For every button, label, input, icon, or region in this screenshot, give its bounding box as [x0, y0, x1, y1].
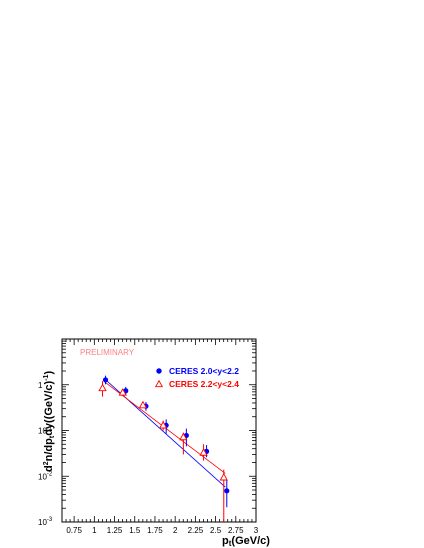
- y-tick-label: 1: [38, 381, 43, 390]
- x-tick-label: 0.75: [66, 526, 82, 535]
- y-tick-label: 10-1: [38, 426, 53, 436]
- data-point: [102, 377, 109, 383]
- data-point: [158, 420, 168, 429]
- legend-marker: [156, 368, 162, 374]
- data-point: [138, 400, 148, 409]
- x-tick-label: 1.75: [147, 526, 163, 535]
- data-point: [199, 448, 208, 456]
- data-point: [179, 432, 188, 441]
- data-point: [98, 383, 107, 392]
- x-tick-label: 1.5: [129, 526, 141, 535]
- axis-ticks: 0.75 1 1.25 1.5 1.75 2 2.25 2.5 2.75 3 10-3 10-2 10-…: [38, 339, 259, 535]
- y-axis-title: d2n/dptdy((GeV/c)-1): [43, 371, 56, 472]
- preliminary-annotation: PRELIMINARY: [80, 348, 135, 357]
- x-tick-label: 3: [254, 526, 259, 535]
- legend-label: CERES 2.2<y<2.4: [169, 379, 239, 389]
- x-axis-title: pt(GeV/c): [222, 535, 270, 548]
- legend-label: CERES 2.0<y<2.2: [169, 366, 239, 376]
- legend-marker: [154, 379, 164, 388]
- data-point: [118, 388, 127, 396]
- y-tick-label: 10-3: [38, 517, 53, 527]
- data-point: [224, 488, 230, 494]
- x-tick-label: 2.5: [210, 526, 222, 535]
- data-point: [219, 472, 228, 481]
- x-tick-label: 1: [92, 526, 97, 535]
- y-tick-label: 10-2: [38, 471, 53, 481]
- x-tick-label: 2: [173, 526, 178, 535]
- x-tick-label: 2.25: [188, 526, 204, 535]
- x-tick-label: 1.25: [107, 526, 123, 535]
- legend: CERES 2.0<y<2.2 CERES 2.2<y<2.4: [154, 366, 239, 389]
- data-points: [98, 375, 230, 522]
- axis-titles: pt(GeV/c) d2n/dptdy((GeV/c)-1): [43, 371, 270, 548]
- x-tick-label: 2.75: [228, 526, 244, 535]
